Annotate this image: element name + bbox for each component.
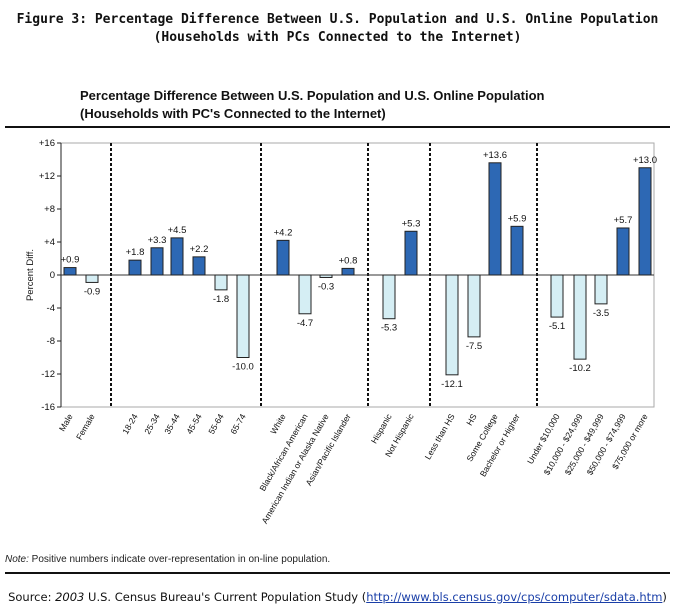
category-label: Male [57,412,75,433]
bar [170,237,184,276]
bar [638,167,652,276]
bar [319,274,333,278]
data-label: -5.3 [381,323,397,334]
bar [236,274,250,358]
y-tick-label: 0 [50,270,55,281]
bar [85,274,99,283]
y-axis-label: Percent Diff. [25,249,36,301]
data-label: -12.1 [441,379,463,390]
bar [550,274,564,318]
category-label: 25-34 [142,412,162,436]
data-label: +4.2 [274,227,293,238]
note-label: Note: [5,554,29,565]
category-label: HS [464,412,479,428]
category-label: 35-44 [162,412,182,436]
y-tick-label: -8 [47,336,55,347]
bar [616,227,630,276]
category-label: 65-74 [228,412,248,436]
data-label: -10.2 [569,363,591,374]
data-label: -1.8 [213,294,229,305]
data-label: -10.0 [232,362,254,373]
source-year: 2003 [55,590,85,604]
bottom-rule [5,572,670,574]
bar [573,274,587,360]
data-label: +0.9 [61,255,80,266]
data-label: +5.3 [402,218,421,229]
data-label: -4.7 [297,318,313,329]
y-tick-label: -12 [41,369,55,380]
data-label: -0.3 [318,281,334,292]
figure-subtitle: (Households with PCs Connected to the In… [153,30,522,45]
category-label: 18-24 [120,412,140,436]
bar [445,274,459,376]
y-tick-label: +12 [39,171,55,182]
bar [214,274,228,291]
bar [510,225,524,276]
y-tick-label: -4 [47,303,55,314]
data-label: +5.7 [614,215,633,226]
y-tick-label: +16 [39,138,55,149]
category-label: Less than HS [423,412,457,461]
data-label: -0.9 [84,286,100,297]
source-link[interactable]: http://www.bls.census.gov/cps/computer/s… [366,590,663,604]
data-label: +4.5 [168,225,187,236]
bar [276,239,290,276]
data-label: +0.8 [339,255,358,266]
category-label: Female [74,412,97,442]
bar [404,230,418,276]
category-label: White [268,412,288,436]
top-rule [5,126,670,128]
source-text: U.S. Census Bureau's Current Population … [84,590,367,604]
bar [63,267,77,276]
bar [150,247,164,276]
bar [341,267,355,276]
data-label: +13.6 [483,150,507,161]
source-label: Source: [8,590,52,604]
y-tick-label: -16 [41,402,55,413]
bar [467,274,481,338]
bar [192,256,206,276]
y-tick-label: +8 [44,204,55,215]
data-label: -3.5 [593,308,609,319]
bar [128,259,142,276]
y-tick-label: +4 [44,237,55,248]
note-text: Positive numbers indicate over-represent… [28,554,331,565]
data-label: -7.5 [466,341,482,352]
data-label: +2.2 [190,244,209,255]
bar [298,274,312,315]
category-label: 45-54 [184,412,204,436]
chart-subtitle: (Households with PC's Connected to the I… [80,106,386,121]
bar [382,274,396,320]
figure-title: Figure 3: Percentage Difference Between … [16,12,659,27]
data-label: +5.9 [508,213,527,224]
source-line: Source: 2003 U.S. Census Bureau's Curren… [0,590,675,604]
data-label: +13.0 [633,155,657,166]
data-label: -5.1 [549,321,565,332]
data-label: +1.8 [126,247,145,258]
source-close: ) [662,590,667,604]
note: Note: Positive numbers indicate over-rep… [5,554,330,565]
bar [594,274,608,305]
category-label: 55-64 [206,412,226,436]
bar [488,162,502,276]
chart-title: Percentage Difference Between U.S. Popul… [80,88,545,103]
data-label: +3.3 [148,235,167,246]
